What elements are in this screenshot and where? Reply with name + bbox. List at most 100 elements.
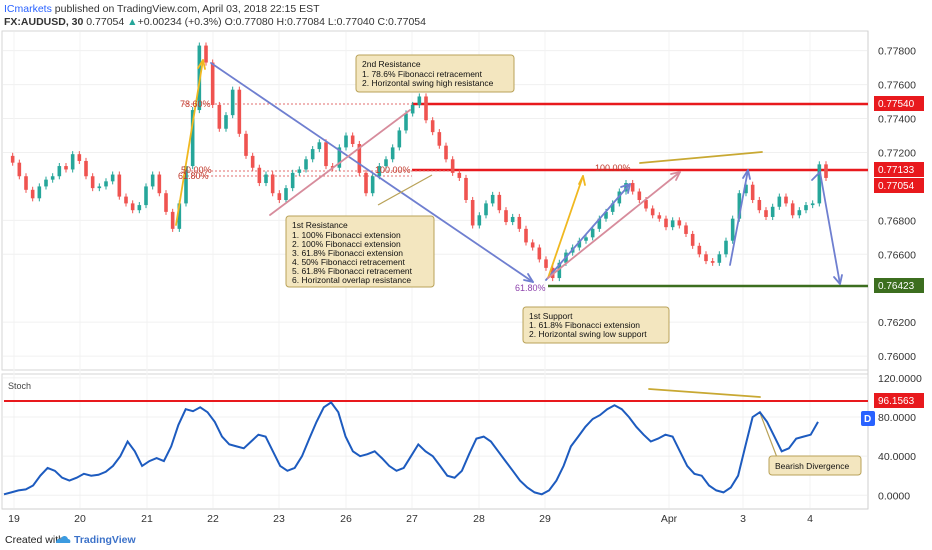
candle-body [117, 174, 122, 197]
stoch-level-tag [874, 393, 924, 408]
fib-label: 61.80% [178, 171, 209, 181]
candle-body [290, 172, 295, 189]
candle-body [557, 262, 562, 279]
fib-label: 100.00% [375, 165, 411, 175]
candle-body [384, 159, 388, 167]
price-level-tags: 0.77540 0.77133 0.77054 0.76423 [874, 96, 924, 293]
candle-body [464, 177, 468, 200]
candle-body [350, 135, 355, 144]
arrowhead-icon [833, 274, 843, 285]
candle-body [157, 174, 162, 194]
stoch-pane [1, 373, 869, 510]
badge-d[interactable] [861, 411, 875, 426]
candle-body [644, 200, 648, 209]
arrowhead-icon [620, 183, 631, 194]
candle-body [590, 228, 595, 238]
stoch-tick-label: 0.0000 [878, 490, 910, 502]
candle-body [770, 206, 775, 217]
candle-body [757, 200, 762, 211]
fib-label: 50.00% [181, 165, 212, 175]
stoch-title: Stoch [8, 381, 31, 391]
price-tick-label: 0.76600 [878, 249, 916, 261]
stoch-line [3, 401, 819, 496]
candle-body [364, 172, 368, 194]
callout-line: 1. 100% Fibonacci extension [292, 230, 401, 240]
time-tick-label: 21 [141, 513, 153, 525]
candle-body [790, 203, 795, 216]
candle-body [104, 181, 108, 187]
publisher-link[interactable]: ICmarkets [4, 3, 52, 15]
bearish-divergence-callout [768, 455, 862, 476]
stoch-axis-labels: 120.0000 80.0000 40.0000 0.0000 [878, 373, 922, 502]
callout-line: 6. Horizontal overlap resistance [292, 275, 411, 285]
price-tick-label: 0.77600 [878, 80, 916, 92]
candle-body [650, 208, 655, 216]
price-tick-label: 0.76800 [878, 215, 916, 227]
candle-body [324, 142, 328, 167]
badge-d-label: D [864, 414, 871, 425]
candle-body [517, 216, 522, 229]
candle-body [637, 191, 642, 200]
price-level-value: 0.77054 [878, 181, 915, 192]
candle-body [177, 203, 182, 229]
candle-body [484, 203, 488, 216]
arrowhead-icon [578, 175, 586, 186]
candle-body [144, 186, 148, 206]
price-level-tag [874, 96, 924, 111]
candle-body [404, 113, 408, 131]
candle-body [130, 203, 135, 211]
candle-body [90, 176, 95, 189]
candle-body [604, 211, 608, 219]
price-level-tag [874, 278, 924, 293]
time-tick-label: 4 [807, 513, 813, 525]
created-with-text: Created with [5, 534, 64, 546]
candle-body [584, 237, 588, 241]
callout-title: Bearish Divergence [775, 461, 849, 471]
chart-header: ICmarkets published on TradingView.com, … [0, 0, 932, 30]
price-level-value: 0.77133 [878, 165, 915, 176]
price-level-tag [874, 162, 924, 177]
projection-arrow-down-2 [819, 171, 841, 285]
time-tick-label: 26 [340, 513, 352, 525]
stoch-tick-label: 80.0000 [878, 412, 916, 424]
candle-body [664, 218, 668, 228]
first-resistance-callout [285, 215, 435, 288]
price-divergence-line [639, 151, 763, 164]
time-tick-label: 19 [8, 513, 20, 525]
second-resistance-callout [355, 54, 515, 93]
price-level-value: 0.77540 [878, 99, 915, 110]
price-tick-label: 0.76000 [878, 351, 916, 363]
candle-body [50, 176, 55, 180]
candle-body [57, 166, 62, 177]
candle-body [370, 176, 375, 194]
candle-body [70, 154, 75, 170]
footer: Created with TradingView [0, 530, 932, 550]
price-level-tag [874, 178, 924, 193]
candle-body [337, 147, 342, 168]
candle-body [44, 179, 48, 187]
projection-arrow-down [210, 62, 534, 283]
symbol-label: FX:AUDUSD, 30 [4, 16, 84, 28]
price-tick-label: 0.77400 [878, 114, 916, 126]
candle-body [710, 261, 715, 263]
candle-body [777, 196, 782, 207]
candle-body [510, 216, 515, 223]
candle-body [444, 145, 448, 160]
candle-body [257, 167, 262, 184]
candle-body [210, 62, 215, 105]
candle-body [797, 210, 802, 216]
price-tick-label: 0.77800 [878, 46, 916, 58]
candle-body [470, 200, 475, 226]
candle-body [704, 254, 708, 262]
callout-pointer [377, 174, 433, 206]
tradingview-brand[interactable]: TradingView [74, 534, 136, 546]
symbol-line: FX:AUDUSD, 30 0.77054 ▲+0.00234 (+0.3%) … [4, 16, 426, 28]
candle-body [524, 228, 528, 243]
time-tick-label: Apr [661, 513, 678, 525]
candle-body [810, 203, 815, 206]
candle-body [437, 132, 442, 146]
candle-body [284, 188, 288, 200]
stoch-divergence-line [648, 388, 761, 398]
arrowhead-icon [523, 273, 534, 283]
